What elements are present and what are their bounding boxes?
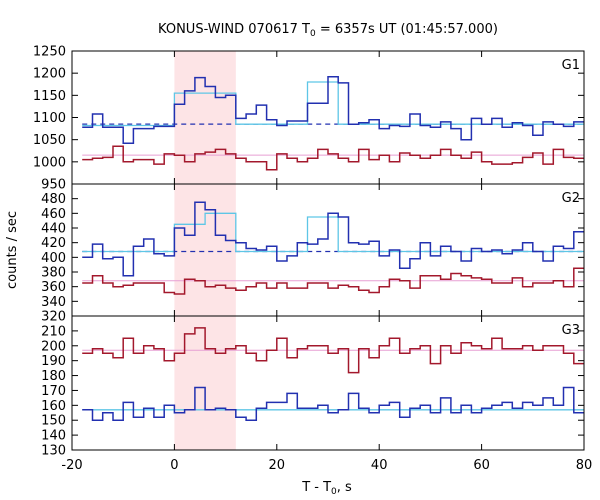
- y-tick-label-g3: 190: [41, 354, 66, 369]
- x-tick-label: 0: [170, 458, 178, 473]
- red-series-g1: [82, 145, 584, 171]
- y-tick-label-g1: 1150: [33, 89, 66, 104]
- x-tick-label: 60: [473, 458, 490, 473]
- y-tick-label-g3: 180: [41, 369, 66, 384]
- y-tick-label-g1: 950: [41, 178, 66, 193]
- panel-frame-g3: [71, 315, 585, 451]
- blue-series-g2: [82, 201, 584, 277]
- y-tick-label-g3: 150: [41, 414, 66, 429]
- y-tick-label-g2: 420: [41, 236, 66, 251]
- x-tick-label: 20: [269, 458, 286, 473]
- blue-series-g3: [82, 386, 584, 421]
- y-tick-label-g1: 1200: [33, 67, 66, 82]
- chart-title: KONUS-WIND 070617 T0 = 6357s UT (01:45:5…: [158, 22, 498, 39]
- panel-label-g1: G1: [562, 58, 580, 73]
- tick-layer: [71, 50, 585, 451]
- y-tick-label-g3: 200: [41, 339, 66, 354]
- panel-label-g2: G2: [562, 191, 580, 206]
- panel-frame-g2: [71, 183, 585, 317]
- x-tick-label: -20: [61, 458, 82, 473]
- y-tick-label-g1: 1000: [33, 155, 66, 170]
- y-tick-label-g3: 160: [41, 399, 66, 414]
- highlight-interval-g1: [174, 51, 236, 184]
- y-tick-label-g2: 460: [41, 207, 66, 222]
- y-tick-label-g2: 360: [41, 280, 66, 295]
- blue-fit-line-g2: [82, 212, 584, 253]
- series-layer: [82, 75, 584, 421]
- blue-series-g1: [82, 75, 584, 144]
- fit-layer: [82, 81, 584, 411]
- panel-label-g3: G3: [562, 323, 580, 338]
- y-tick-label-g1: 1100: [33, 111, 66, 126]
- blue-fit-line-g1: [82, 81, 584, 127]
- y-tick-label-g2: 480: [41, 192, 66, 207]
- y-tick-label-g1: 1050: [33, 133, 66, 148]
- label-layer: 950 1000 1050 1100 1150 1200 1250 G1 32034036038…: [33, 45, 592, 474]
- x-axis-title: T - T0, s: [301, 480, 352, 497]
- red-series-g2: [82, 267, 584, 295]
- x-tick-label: 80: [576, 458, 593, 473]
- y-tick-label-g2: 440: [41, 222, 66, 237]
- y-tick-label-g1: 1250: [33, 45, 66, 60]
- red-series-g3: [82, 327, 584, 374]
- y-tick-label-g3: 210: [41, 324, 66, 339]
- y-tick-label-g2: 320: [41, 310, 66, 325]
- y-tick-label-g3: 130: [41, 444, 66, 459]
- y-axis-title: counts / sec: [5, 211, 20, 289]
- y-tick-label-g3: 170: [41, 384, 66, 399]
- y-tick-label-g2: 400: [41, 251, 66, 266]
- y-tick-label-g2: 340: [41, 295, 66, 310]
- x-tick-label: 40: [371, 458, 388, 473]
- frame-layer: [71, 50, 585, 451]
- y-tick-label-g2: 380: [41, 266, 66, 281]
- y-tick-label-g3: 140: [41, 429, 66, 444]
